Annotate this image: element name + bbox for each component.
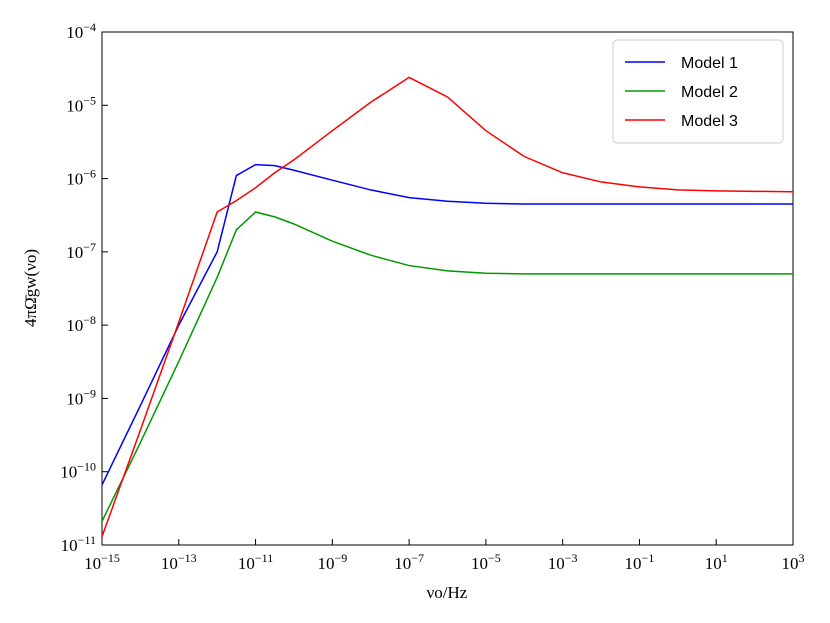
series-line <box>101 211 793 522</box>
series-line <box>101 76 794 537</box>
legend-box <box>612 39 784 144</box>
legend: Model 1 Model 2 Model 3 <box>612 39 784 144</box>
x-axis-label: νo/Hz <box>427 583 468 602</box>
series-line <box>101 163 793 486</box>
x-tick-label: 10−11 <box>238 551 273 573</box>
plot-frame <box>101 31 794 546</box>
y-tick-label: 10−10 <box>60 460 96 482</box>
x-tick-label: 10−1 <box>625 551 655 573</box>
y-tick-label: 10−5 <box>66 93 96 115</box>
y-tick-label: 10−4 <box>66 20 96 42</box>
y-axis-label: 4πΩ̄gw(νo) <box>21 249 40 327</box>
x-tick-label: 103 <box>782 551 805 573</box>
x-tick-label: 10−15 <box>84 551 120 573</box>
y-tick-label: 10−11 <box>61 533 96 555</box>
x-tick-label: 10−7 <box>394 551 424 573</box>
x-tick-label: 10−3 <box>548 551 578 573</box>
legend-label: Model 1 <box>681 55 738 72</box>
y-tick-label: 10−6 <box>66 167 96 189</box>
legend-label: Model 2 <box>681 84 738 101</box>
x-tick-label: 10−13 <box>161 551 197 573</box>
x-tick-label: 10−5 <box>471 551 501 573</box>
y-tick-label: 10−9 <box>66 386 96 408</box>
y-tick-label: 10−8 <box>66 313 96 335</box>
legend-label: Model 3 <box>681 113 738 130</box>
y-tick-label: 10−7 <box>66 240 96 262</box>
x-tick-label: 101 <box>705 551 728 573</box>
x-tick-label: 10−9 <box>317 551 347 573</box>
